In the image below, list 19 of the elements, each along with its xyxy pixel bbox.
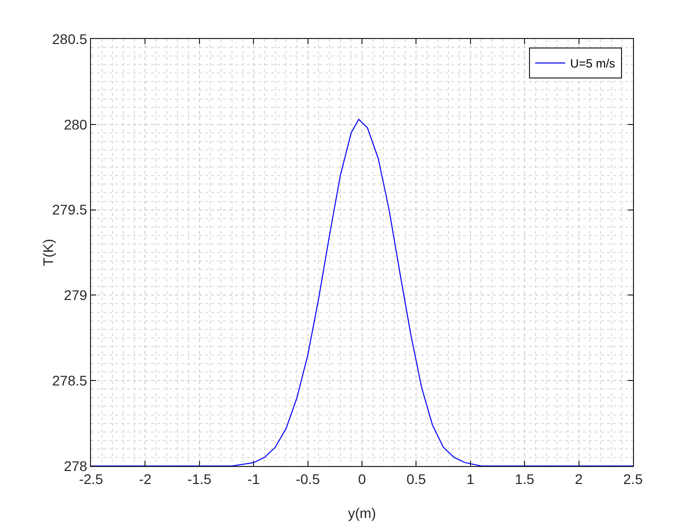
x-tick-label: -1.5 <box>187 470 212 487</box>
y-axis-title: T(K) <box>40 238 56 266</box>
x-tick-label: -1 <box>247 470 260 487</box>
x-tick-label: 0.5 <box>406 470 426 487</box>
y-tick-label: 280.5 <box>52 30 88 47</box>
x-tick-label: 2.5 <box>623 470 643 487</box>
x-tick-label: -2 <box>138 470 152 487</box>
y-tick-label: 279.5 <box>52 202 88 218</box>
x-tick-label: -0.5 <box>296 470 320 487</box>
line-series <box>91 118 633 466</box>
x-tick-label: 1 <box>466 470 474 487</box>
y-tick-label: 279 <box>64 287 88 304</box>
y-tick-label: 280 <box>64 116 88 132</box>
x-tick-label: 2 <box>574 470 583 487</box>
x-tick-label: 1.5 <box>514 470 535 487</box>
x-axis-title: y(m) <box>348 505 376 521</box>
y-tick-label: 278.5 <box>52 372 88 388</box>
legend-label: U=5 m/s <box>570 56 616 71</box>
x-tick-label: 0 <box>358 470 366 487</box>
